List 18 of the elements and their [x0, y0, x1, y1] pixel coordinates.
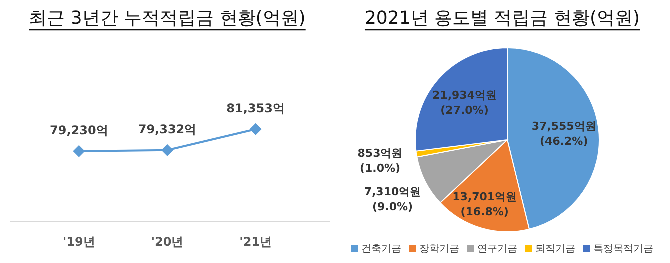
- data-label: 79,230억: [50, 123, 108, 138]
- legend-label: 연구기금: [478, 244, 518, 255]
- x-tick-label: '20년: [151, 235, 184, 249]
- legend-label: 건축기금: [362, 244, 402, 255]
- x-tick-label: '21년: [240, 235, 272, 249]
- title: 2021년 용도별 적립금 현황(억원): [364, 8, 640, 29]
- data-label: 81,353억: [226, 101, 285, 116]
- legend-label: 퇴직기금: [536, 244, 576, 255]
- legend-label: 특정목적기금: [594, 244, 654, 255]
- data-label: 37,555억원 (46.2%): [532, 120, 596, 148]
- legend-label: 장학기금: [420, 244, 460, 255]
- data-label: 7,310억원 (9.0%): [364, 185, 422, 214]
- data-label: 853억원 (1.0%): [358, 147, 403, 176]
- data-label: 79,332억: [138, 122, 197, 136]
- data-label: 21,934억원 (27.0%): [432, 89, 497, 118]
- data-label: 13,701억원 (16.8%): [452, 190, 518, 219]
- title: 최근 3년간 누적적립금 현황(억원): [29, 8, 306, 29]
- x-tick-label: '19년: [62, 235, 96, 249]
